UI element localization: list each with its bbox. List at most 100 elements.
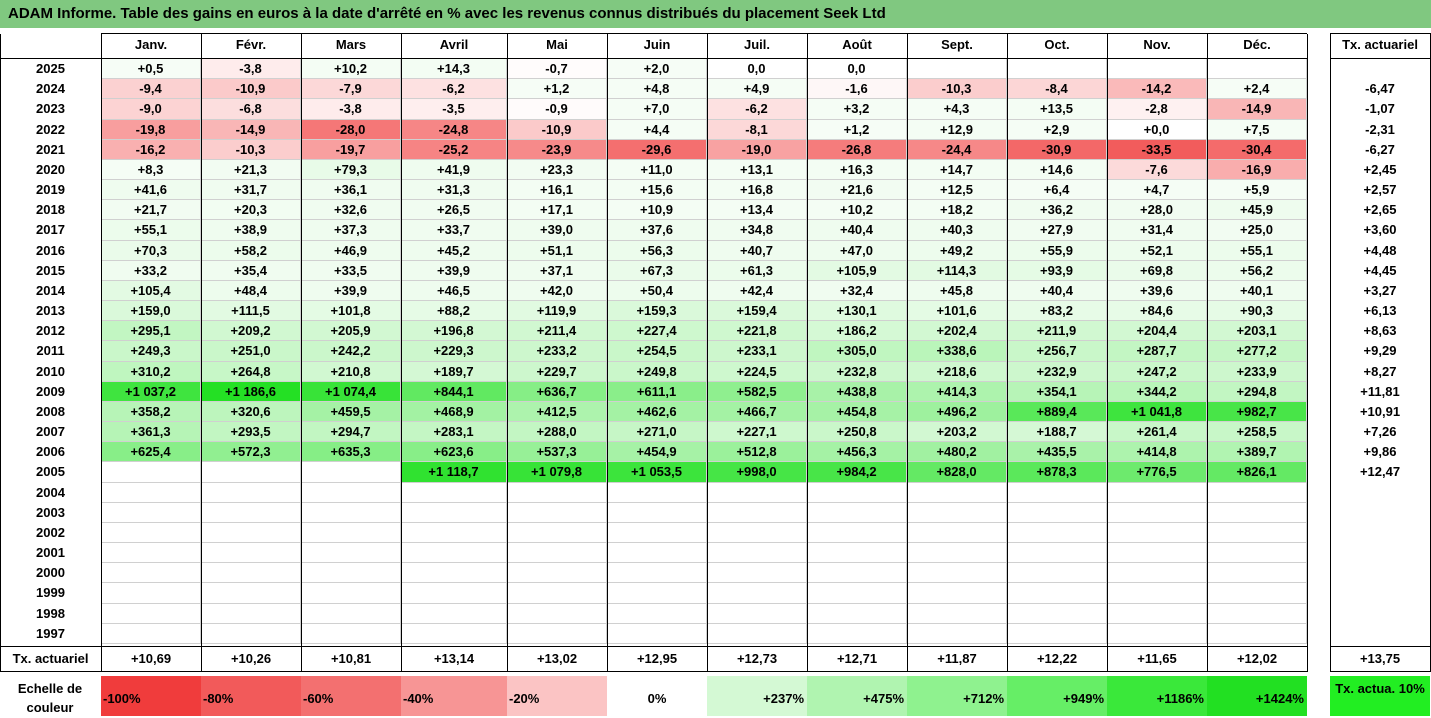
- gain-cell: -30,9: [1007, 140, 1107, 160]
- gain-cell: +101,6: [907, 301, 1007, 321]
- row-rate: +3,27: [1363, 283, 1397, 298]
- gain-cell: +41,9: [401, 160, 507, 180]
- gain-cell: +611,1: [607, 382, 707, 402]
- gain-cell: +0,5: [101, 59, 201, 79]
- grid-line: [101, 33, 1307, 34]
- year-label: 2010: [36, 364, 65, 379]
- month-rate: +12,02: [1236, 651, 1278, 666]
- gain-cell: +196,8: [401, 321, 507, 341]
- gain-cell: -29,6: [607, 140, 707, 160]
- gain-cell: +261,4: [1107, 422, 1207, 442]
- gain-cell: +32,6: [301, 200, 401, 220]
- gain-cell: -24,8: [401, 120, 507, 140]
- row-rate: -1,07: [1365, 101, 1395, 116]
- grid-line: [0, 646, 1308, 647]
- gain-cell: +844,1: [401, 382, 507, 402]
- gain-cell: [1107, 543, 1207, 563]
- month-header: Janv.: [134, 37, 168, 52]
- gain-cell: +232,9: [1007, 362, 1107, 382]
- color-scale-swatch: +237%: [707, 676, 807, 716]
- grid-line: [101, 34, 102, 671]
- color-scale-swatch: 0%: [607, 676, 707, 716]
- gain-cell: [1207, 59, 1307, 79]
- gain-cell: +33,7: [401, 220, 507, 241]
- gain-cell: +264,8: [201, 362, 301, 382]
- gain-cell: +21,6: [807, 180, 907, 200]
- gain-cell: [1107, 604, 1207, 624]
- color-scale-swatch: -20%: [507, 676, 607, 716]
- grid-line: [1207, 34, 1208, 671]
- gain-cell: -6,8: [201, 99, 301, 120]
- month-header: Sept.: [941, 37, 973, 52]
- gain-cell: +101,8: [301, 301, 401, 321]
- grid-line: [401, 34, 402, 671]
- gain-cell: -26,8: [807, 140, 907, 160]
- gain-cell: +105,4: [101, 281, 201, 301]
- gain-cell: +878,3: [1007, 462, 1107, 483]
- gain-cell: [401, 523, 507, 543]
- gain-cell: [1007, 523, 1107, 543]
- gain-cell: +52,1: [1107, 241, 1207, 261]
- color-scale-swatch: -100%: [101, 676, 201, 716]
- gain-cell: [907, 604, 1007, 624]
- gain-cell: [707, 624, 807, 644]
- gain-cell: +17,1: [507, 200, 607, 220]
- gain-cell: +2,0: [607, 59, 707, 79]
- year-label: 2006: [36, 444, 65, 459]
- row-rate: +2,65: [1363, 202, 1397, 217]
- gain-cell: [907, 563, 1007, 583]
- gain-cell: -14,9: [1207, 99, 1307, 120]
- grid-line: [301, 34, 302, 671]
- gain-cell: [401, 543, 507, 563]
- gain-cell: [1107, 583, 1207, 604]
- gain-cell: [1107, 59, 1207, 79]
- gain-cell: -8,4: [1007, 79, 1107, 99]
- gain-cell: +10,9: [607, 200, 707, 220]
- gain-cell: +572,3: [201, 442, 301, 462]
- gain-cell: +344,2: [1107, 382, 1207, 402]
- gain-cell: [507, 624, 607, 644]
- gain-cell: [807, 563, 907, 583]
- gain-cell: [201, 583, 301, 604]
- month-rate: +12,71: [836, 651, 878, 666]
- gain-cell: [201, 483, 301, 503]
- color-scale-rate-swatch: Tx. actua. 10%: [1330, 676, 1430, 716]
- gain-cell: +11,0: [607, 160, 707, 180]
- gain-cell: [707, 604, 807, 624]
- gain-cell: +2,4: [1207, 79, 1307, 99]
- grid-line: [0, 34, 1, 671]
- grid-line: [1330, 646, 1431, 647]
- gain-cell: +512,8: [707, 442, 807, 462]
- gain-cell: +39,9: [301, 281, 401, 301]
- gain-cell: [607, 543, 707, 563]
- gain-cell: [607, 483, 707, 503]
- row-rate: -6,27: [1365, 142, 1395, 157]
- gain-cell: +233,9: [1207, 362, 1307, 382]
- gain-cell: +50,4: [607, 281, 707, 301]
- gain-cell: [507, 604, 607, 624]
- gain-cell: +229,7: [507, 362, 607, 382]
- year-label: 2009: [36, 384, 65, 399]
- gain-cell: +15,6: [607, 180, 707, 200]
- gain-cell: +1,2: [507, 79, 607, 99]
- month-header: Oct.: [1044, 37, 1070, 52]
- gain-cell: +39,6: [1107, 281, 1207, 301]
- gain-cell: +4,8: [607, 79, 707, 99]
- rate-header: Tx. actuariel: [1342, 37, 1418, 52]
- month-rate: +10,26: [230, 651, 272, 666]
- grid-line: [707, 34, 708, 671]
- gain-cell: +1,2: [807, 120, 907, 140]
- gain-cell: [507, 503, 607, 523]
- gain-cell: [1207, 583, 1307, 604]
- gain-cell: +480,2: [907, 442, 1007, 462]
- gain-cell: [201, 543, 301, 563]
- row-rate: +2,45: [1363, 162, 1397, 177]
- gain-cell: +249,3: [101, 341, 201, 362]
- gain-cell: [101, 483, 201, 503]
- gain-cell: +249,8: [607, 362, 707, 382]
- row-rate: [1330, 59, 1430, 79]
- gain-cell: +294,7: [301, 422, 401, 442]
- gain-cell: [1007, 543, 1107, 563]
- gain-cell: +454,9: [607, 442, 707, 462]
